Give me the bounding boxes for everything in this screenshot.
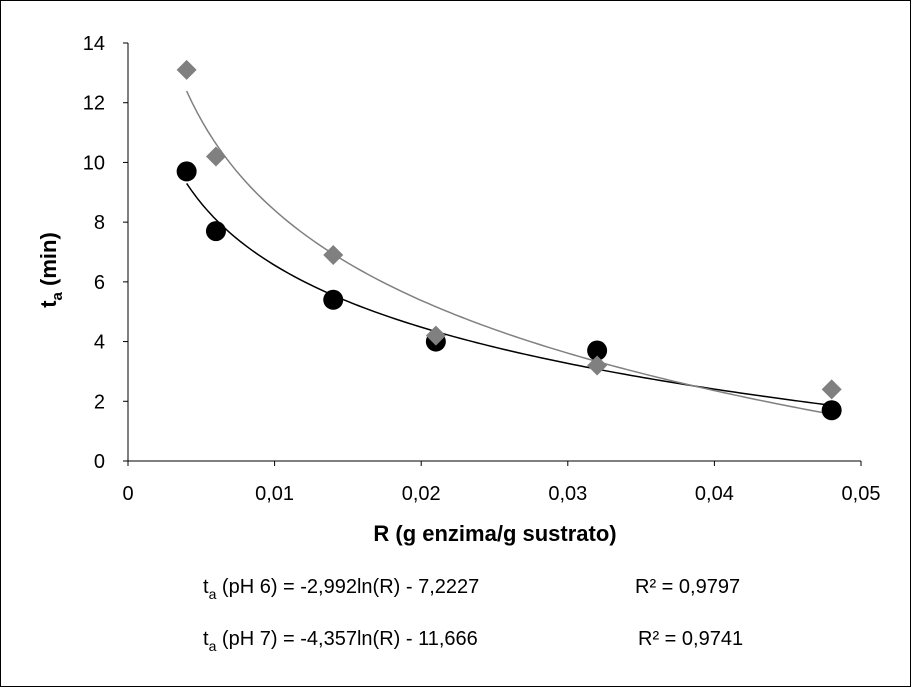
- point-series-2: [205, 146, 226, 167]
- y-axis-label-rest: (min): [36, 232, 61, 292]
- x-tick-label: 0,02: [402, 483, 441, 505]
- point-series-2: [323, 244, 344, 265]
- equation-ph6-sub: a: [209, 586, 217, 602]
- x-axis-ticks: 0 0,01 0,02 0,03 0,04 0,05: [122, 461, 880, 505]
- chart-axes: [127, 43, 861, 462]
- point-series-1: [821, 400, 842, 421]
- point-series-1: [176, 161, 197, 182]
- x-tick-label: 0: [122, 483, 133, 505]
- point-series-2: [587, 355, 608, 376]
- y-tick-label: 4: [94, 332, 105, 354]
- point-series-2: [425, 325, 446, 346]
- point-series-2: [821, 379, 842, 400]
- trendline-series-1: [186, 182, 832, 407]
- y-axis-label: ta (min): [36, 232, 66, 308]
- y-axis-ticks: 0 2 4 6 8 10 12 14: [83, 33, 128, 473]
- point-series-1: [587, 340, 608, 361]
- equation-ph6: ta (pH 6) = -2,992ln(R) - 7,2227: [203, 576, 479, 602]
- equation-ph7-sub: a: [209, 638, 217, 654]
- equation-ph6-rest: (pH 6) = -2,992ln(R) - 7,2227: [216, 576, 479, 598]
- trendlines: [185, 90, 832, 416]
- point-series-1: [323, 289, 344, 310]
- y-tick-label: 12: [83, 93, 105, 115]
- y-axis-label-main: t: [36, 300, 61, 308]
- equation-ph7-rest: (pH 7) = -4,357ln(R) - 11,666: [216, 628, 477, 650]
- y-tick-label: 14: [83, 33, 105, 55]
- y-tick-label: 10: [83, 152, 105, 174]
- trendline-series-2: [185, 90, 832, 416]
- equation-ph7-r2: R² = 0,9741: [638, 628, 743, 650]
- x-axis-label: R (g enzima/g sustrato): [373, 521, 616, 546]
- point-series-1: [205, 221, 226, 242]
- y-axis-label-sub: a: [49, 291, 66, 300]
- y-tick-label: 8: [94, 212, 105, 234]
- y-tick-label: 0: [94, 451, 105, 473]
- x-tick-label: 0,04: [695, 483, 734, 505]
- x-tick-label: 0,05: [842, 483, 881, 505]
- x-tick-label: 0,03: [548, 483, 587, 505]
- y-tick-label: 2: [94, 391, 105, 413]
- x-tick-label: 0,01: [255, 483, 294, 505]
- equation-ph6-r2: R² = 0,9797: [635, 576, 740, 598]
- equation-ph7-main: t: [203, 628, 209, 650]
- data-points: [176, 59, 842, 421]
- point-series-2: [176, 59, 197, 80]
- equation-ph6-main: t: [203, 576, 209, 598]
- y-tick-label: 6: [94, 272, 105, 294]
- equation-ph7: ta (pH 7) = -4,357ln(R) - 11,666: [203, 628, 478, 654]
